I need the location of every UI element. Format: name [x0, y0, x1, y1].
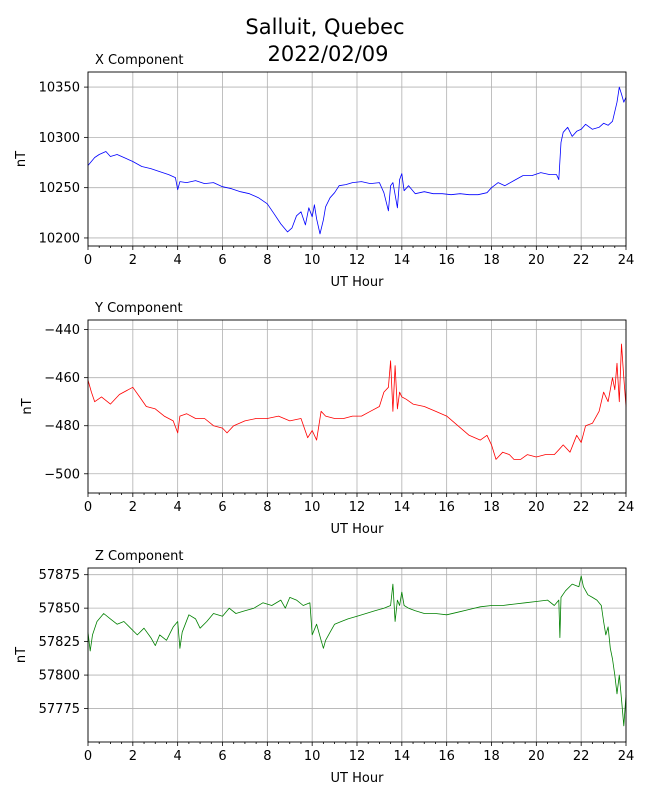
x-tick-label: 22 [573, 500, 590, 515]
y-axis-label: nT [14, 151, 29, 167]
x-tick-label: 10 [304, 500, 321, 515]
y-tick-label: 10250 [39, 181, 80, 196]
x-tick-label: 18 [483, 253, 500, 268]
y-tick-label: 57875 [39, 568, 80, 583]
x-tick-label: 14 [394, 749, 411, 764]
x-tick-label: 0 [84, 253, 92, 268]
x-tick-label: 12 [349, 253, 366, 268]
y-tick-label: −460 [44, 371, 80, 386]
x-tick-label: 18 [483, 749, 500, 764]
x-tick-label: 24 [618, 749, 635, 764]
x-tick-label: 22 [573, 253, 590, 268]
x-tick-label: 16 [438, 749, 455, 764]
y-tick-label: 10300 [39, 131, 80, 146]
y-tick-label: 10350 [39, 81, 80, 96]
panel-title: Y Component [94, 301, 183, 316]
x-tick-label: 20 [528, 253, 545, 268]
x-tick-label: 4 [174, 749, 182, 764]
y-tick-label: −480 [44, 419, 80, 434]
data-line-1 [87, 575, 627, 727]
x-tick-label: 14 [394, 253, 411, 268]
x-tick-label: 8 [263, 749, 271, 764]
x-tick-label: 10 [304, 749, 321, 764]
x-tick-label: 14 [394, 500, 411, 515]
y-tick-label: −440 [44, 323, 80, 338]
x-tick-label: 4 [174, 253, 182, 268]
x-tick-label: 20 [528, 749, 545, 764]
x-axis-label: UT Hour [331, 522, 385, 537]
data-line-1 [87, 343, 627, 460]
panel-3: 0 2 4 6 8 10 12 14 16 18 20 22 245777557800578255785… [14, 549, 634, 786]
x-axis-label: UT Hour [331, 771, 385, 786]
y-tick-label: 57850 [39, 602, 80, 617]
x-tick-label: 2 [129, 749, 137, 764]
x-tick-label: 16 [438, 253, 455, 268]
y-axis-label: nT [20, 398, 35, 414]
x-tick-label: 6 [218, 253, 226, 268]
x-tick-label: 10 [304, 253, 321, 268]
x-tick-label: 4 [174, 500, 182, 515]
figure-title-line2: 2022/02/09 [267, 42, 388, 66]
x-tick-label: 12 [349, 749, 366, 764]
x-tick-label: 24 [618, 253, 635, 268]
y-axis-label: nT [14, 647, 29, 663]
y-tick-label: 57775 [39, 702, 80, 717]
panel-title: Z Component [95, 549, 184, 564]
x-tick-label: 22 [573, 749, 590, 764]
x-tick-label: 8 [263, 500, 271, 515]
x-tick-label: 8 [263, 253, 271, 268]
x-tick-label: 2 [129, 253, 137, 268]
y-tick-label: 57825 [39, 635, 80, 650]
y-tick-label: −500 [44, 467, 80, 482]
x-tick-label: 6 [218, 500, 226, 515]
x-axis-label: UT Hour [331, 275, 385, 290]
figure-title-line1: Salluit, Quebec [245, 15, 404, 39]
data-line-1 [87, 86, 627, 235]
x-tick-label: 18 [483, 500, 500, 515]
x-tick-label: 20 [528, 500, 545, 515]
x-tick-label: 12 [349, 500, 366, 515]
panel-1: 0 2 4 6 8 10 12 14 16 18 20 22 241020010250103001035… [14, 53, 634, 290]
x-tick-label: 24 [618, 500, 635, 515]
x-tick-label: 0 [84, 749, 92, 764]
panel-title: X Component [95, 53, 184, 68]
x-tick-label: 2 [129, 500, 137, 515]
y-tick-label: 57800 [39, 669, 80, 684]
y-tick-label: 10200 [39, 231, 80, 246]
x-tick-label: 6 [218, 749, 226, 764]
x-tick-label: 16 [438, 500, 455, 515]
x-tick-label: 0 [84, 500, 92, 515]
